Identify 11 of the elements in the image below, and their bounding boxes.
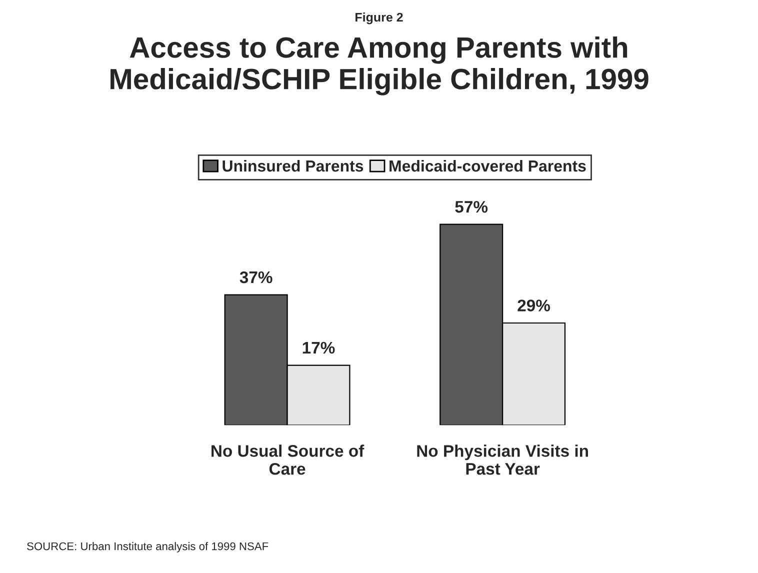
legend-label: Medicaid-covered Parents: [390, 160, 586, 172]
caption: Figure 2: [356, 12, 403, 24]
x-tick-label: No Usual Source of Care: [212, 444, 364, 475]
data-label: 37%: [240, 271, 272, 284]
data-label: 57%: [455, 200, 488, 213]
x-tick-label: No Physician Visits in Past Year: [417, 444, 588, 475]
legend-label: Uninsured Parents: [222, 160, 364, 172]
chart-title: Access to Care Among Parents with Medicaid/SCHIP Eligible Children, 1999: [110, 36, 648, 96]
data-label: 29%: [518, 300, 550, 312]
data-label: 17%: [302, 342, 335, 354]
source-note: SOURCE: Urban Institute analysis of 1999 NSAF: [27, 542, 268, 552]
